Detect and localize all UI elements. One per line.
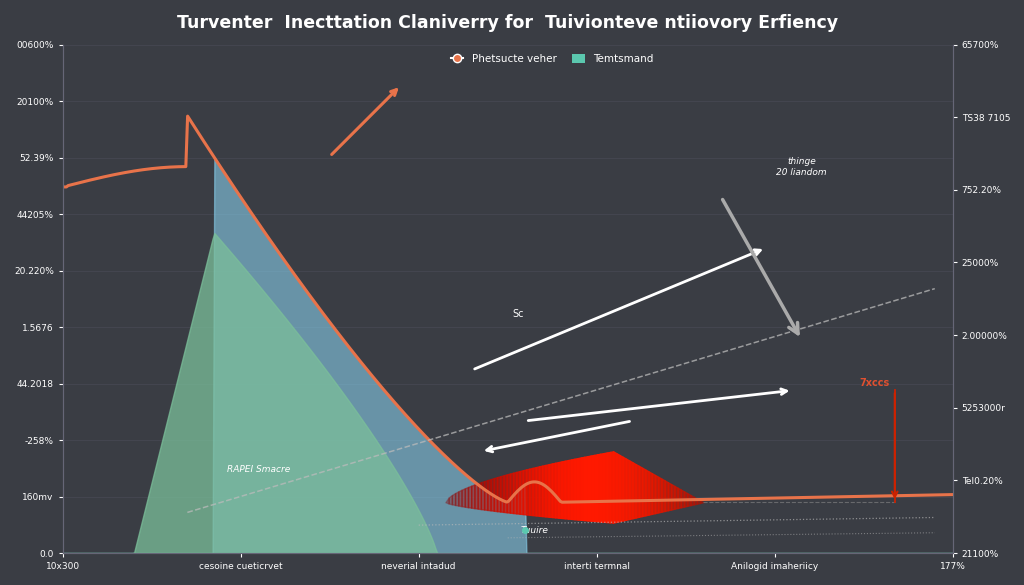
Text: Tuuire: Tuuire xyxy=(520,526,548,535)
Text: thinge
20 liandom: thinge 20 liandom xyxy=(776,157,826,177)
Title: Turventer  Inecttation Claniverry for  Tuivionteve ntiiovory Erfiency: Turventer Inecttation Claniverry for Tui… xyxy=(177,14,839,32)
Text: Sc: Sc xyxy=(512,309,523,319)
Text: RAPEI Smacre: RAPEI Smacre xyxy=(227,464,290,474)
Legend: Phetsucte veher, Temtsmand: Phetsucte veher, Temtsmand xyxy=(446,50,657,68)
Text: 7xccs: 7xccs xyxy=(859,378,890,388)
